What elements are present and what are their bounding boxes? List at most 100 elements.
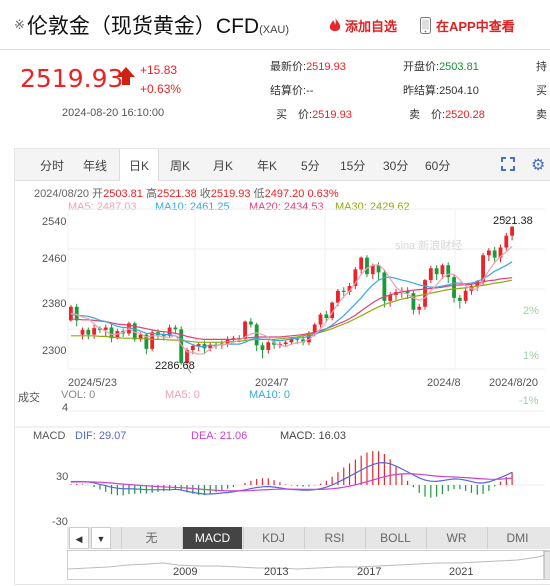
indicator-none[interactable]: 无	[121, 527, 181, 549]
candle-body	[324, 314, 329, 319]
price-axis-label: 2540	[42, 216, 67, 228]
latest-price: 2519.93	[20, 64, 124, 93]
volume-title: 成交	[18, 392, 40, 404]
add-favorite-label: 添加自选	[345, 19, 398, 34]
price-axis-label: 2300	[42, 345, 67, 357]
candle-body	[161, 335, 166, 337]
volume-ma10: MA10: 0	[249, 389, 290, 401]
x-axis-label: 2024/5/23	[68, 377, 117, 389]
candle-body	[185, 350, 189, 364]
field-hold: 持	[536, 61, 547, 73]
tab-monthly-k[interactable]: 月K	[213, 159, 234, 173]
candle-body	[481, 255, 485, 282]
candle-body	[103, 327, 108, 330]
candle-body	[208, 344, 213, 349]
candle-body	[312, 324, 317, 334]
candle-body	[510, 226, 515, 236]
up-arrow-icon	[117, 67, 135, 85]
open-in-app-button[interactable]: 在APP中查看	[420, 16, 515, 35]
candle-body	[388, 294, 393, 301]
price-change: +15.83 +0.63%	[140, 61, 181, 99]
pct-axis-label: 2%	[523, 305, 539, 317]
tab-5min[interactable]: 5分	[301, 159, 320, 173]
tab-weekly-k[interactable]: 周K	[170, 159, 191, 173]
candle-body	[428, 268, 433, 281]
candle-body	[132, 323, 137, 340]
candle-body	[80, 329, 85, 335]
indicator-prev-button[interactable]: ◀	[69, 527, 89, 549]
instrument-name: 伦敦金（现货黄金）CFD	[26, 15, 260, 38]
candle-body	[115, 331, 120, 339]
macd-dif: DIF: 29.07	[75, 430, 127, 442]
candle-body	[417, 306, 422, 310]
high-marker-label: 2521.38	[493, 215, 533, 227]
indicator-wr[interactable]: WR	[426, 527, 486, 549]
pct-axis-label: 1%	[523, 350, 539, 362]
ohlc-info-bar: 2024/08/20 开2503.81 高2521.38 收2519.93 低2…	[34, 188, 339, 200]
pct-axis-label: -1%	[519, 395, 539, 407]
candle-body	[370, 265, 375, 275]
candle-body	[231, 338, 236, 340]
candle-body	[446, 265, 451, 278]
price-axis-label: 2460	[42, 253, 67, 265]
volume-ma5: MA5: 0	[165, 389, 200, 401]
indicator-macd[interactable]: MACD	[182, 527, 242, 549]
sina-watermark: sina 新浪财经	[395, 240, 463, 252]
tab-yearly-k[interactable]: 年K	[257, 159, 278, 173]
instrument-title: ※伦敦金（现货黄金）CFD(XAU)	[14, 10, 289, 40]
navigator-year: 2021	[449, 566, 474, 578]
candlestick-chart[interactable]	[15, 149, 550, 586]
candle-body	[254, 324, 259, 346]
tab-timeshare[interactable]: 分时	[40, 159, 65, 173]
ma10-line	[70, 261, 513, 348]
candle-body	[243, 321, 247, 339]
candle-body	[266, 342, 271, 351]
field-ask: 卖 价:2520.28	[409, 109, 485, 121]
settings-gear-icon[interactable]: ⚙	[531, 157, 546, 174]
page-header: ※伦敦金（现货黄金）CFD(XAU) 添加自选 在APP中查看	[0, 0, 550, 50]
macd-value: MACD: 16.03	[280, 430, 347, 442]
tab-30min[interactable]: 30分	[383, 159, 409, 173]
candle-body	[150, 332, 155, 349]
candle-body	[301, 339, 306, 343]
tab-year-line[interactable]: 年线	[83, 159, 108, 173]
candle-body	[341, 290, 346, 292]
candle-body	[283, 342, 288, 345]
navigator-year: 2013	[264, 566, 289, 578]
candle-body	[452, 277, 456, 298]
ma5-line	[70, 245, 513, 355]
quote-panel: 2519.93 +15.83 +0.63% 2024-08-20 16:10:0…	[0, 50, 550, 145]
indicator-dmi[interactable]: DMI	[487, 527, 547, 549]
macd-axis-bottom: -30	[52, 516, 68, 528]
candle-body	[347, 286, 352, 292]
candle-body	[463, 290, 468, 301]
candle-body	[248, 321, 253, 325]
tab-60min[interactable]: 60分	[425, 159, 451, 173]
indicator-rsi[interactable]: RSI	[304, 527, 364, 549]
quote-time: 2024-08-20 16:10:00	[62, 107, 165, 119]
add-favorite-button[interactable]: 添加自选	[328, 16, 397, 35]
candle-body	[289, 338, 294, 343]
candle-body	[457, 297, 462, 301]
navigator-year: 2009	[173, 566, 198, 578]
indicator-next-button[interactable]: ▼	[91, 527, 111, 549]
candle-body	[109, 327, 114, 339]
period-tabs: 分时 年线 日K 周K 月K 年K 5分 15分 30分 60分 ⚙	[15, 149, 550, 181]
tab-15min[interactable]: 15分	[340, 159, 366, 173]
x-axis-label: 2024/8	[427, 377, 461, 389]
range-navigator[interactable]: 2009 2013 2017 2021	[67, 550, 550, 580]
candle-body	[405, 290, 410, 294]
candle-body	[411, 293, 416, 310]
candle-body	[306, 333, 311, 343]
change-value: +15.83	[140, 63, 178, 77]
candle-body	[504, 235, 509, 248]
indicator-kdj[interactable]: KDJ	[243, 527, 303, 549]
indicator-boll[interactable]: BOLL	[365, 527, 425, 549]
tab-daily-k[interactable]: 日K	[119, 149, 160, 181]
ma20-line	[70, 277, 513, 340]
fullscreen-icon[interactable]	[501, 157, 515, 171]
flame-icon	[329, 17, 341, 31]
macd-axis-top: 30	[56, 471, 69, 483]
volume-value: VOL: 0	[61, 389, 96, 401]
candle-body	[260, 345, 265, 351]
